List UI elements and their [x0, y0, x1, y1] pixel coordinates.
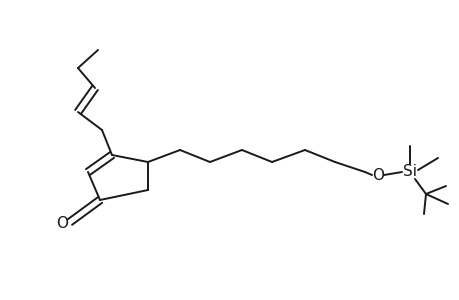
Text: O: O — [371, 167, 383, 182]
Text: O: O — [56, 217, 68, 232]
Text: Si: Si — [402, 164, 416, 179]
